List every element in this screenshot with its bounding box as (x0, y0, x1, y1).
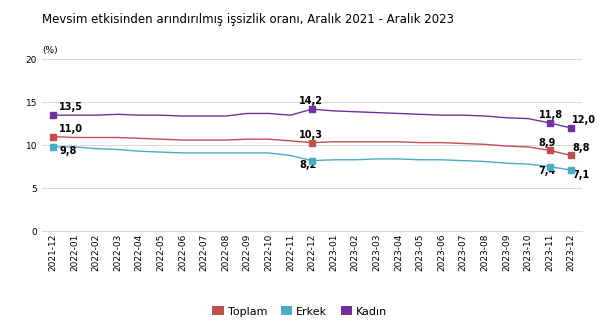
Text: 11,8: 11,8 (539, 110, 563, 120)
Text: 13,5: 13,5 (59, 102, 83, 112)
Text: 7,1: 7,1 (572, 170, 590, 180)
Text: Mevsim etkisinden arındırılmış işsizlik oranı, Aralık 2021 - Aralık 2023: Mevsim etkisinden arındırılmış işsizlik … (42, 13, 454, 26)
Text: 11,0: 11,0 (59, 124, 83, 135)
Text: (%): (%) (42, 46, 58, 55)
Text: 12,0: 12,0 (572, 115, 596, 125)
Text: 14,2: 14,2 (299, 96, 323, 106)
Legend: Toplam, Erkek, Kadın: Toplam, Erkek, Kadın (208, 302, 392, 321)
Text: 8,8: 8,8 (572, 143, 590, 153)
Text: 9,8: 9,8 (59, 146, 77, 156)
Text: 7,4: 7,4 (539, 166, 556, 176)
Text: 8,2: 8,2 (299, 160, 316, 170)
Text: 8,9: 8,9 (539, 138, 556, 148)
Text: 10,3: 10,3 (299, 130, 323, 141)
